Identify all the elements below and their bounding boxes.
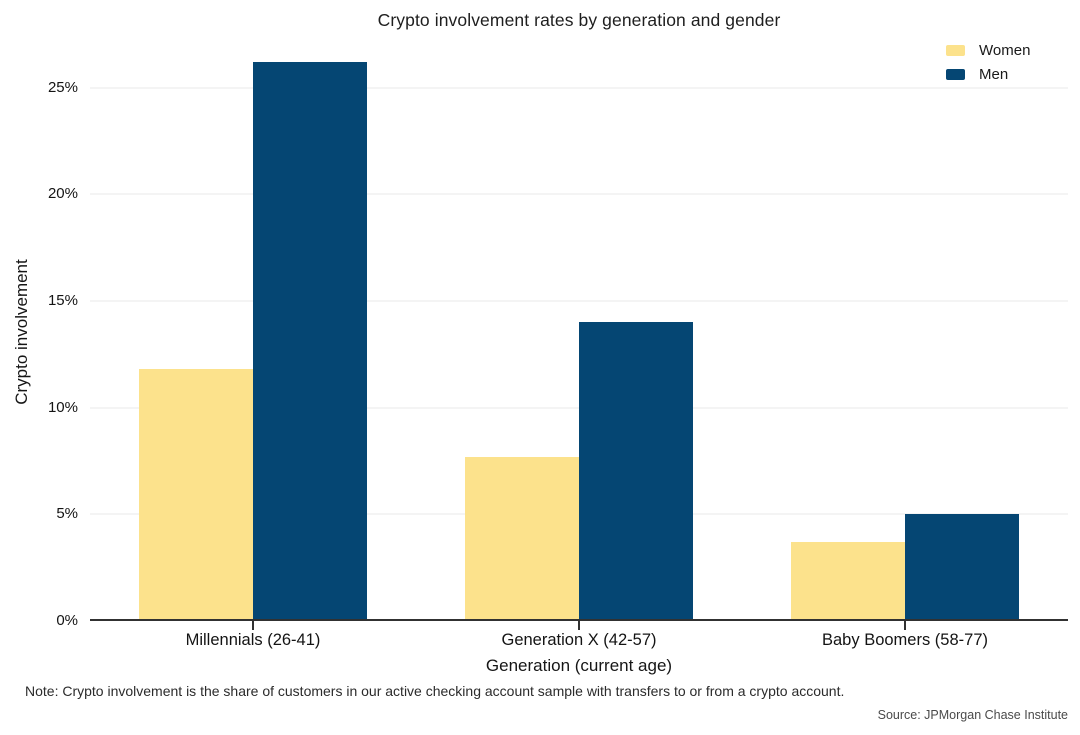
y-tick-label-20%: 20% <box>47 185 78 203</box>
chart-title: Crypto involvement rates by generation a… <box>377 10 781 30</box>
x-category-label-2: Generation X (42-57) <box>501 631 657 649</box>
x-tick-1 <box>252 621 254 630</box>
footnote: Note: Crypto involvement is the share of… <box>25 683 845 699</box>
y-tick-label-10%: 10% <box>47 398 78 416</box>
legend-swatch-men <box>946 69 965 80</box>
plot-area <box>90 60 1068 630</box>
y-tick-label-0%: 0% <box>56 612 78 629</box>
legend-swatch-women <box>946 45 965 56</box>
x-axis-title: Generation (current age) <box>485 656 673 675</box>
source-credit: Source: JPMorgan Chase Institute <box>877 708 1068 722</box>
bar-women-1 <box>139 369 253 621</box>
x-category-label-3: Baby Boomers (58-77) <box>822 631 988 649</box>
x-tick-3 <box>904 621 906 630</box>
bar-women-3 <box>791 542 905 621</box>
bar-men-2 <box>579 322 693 621</box>
y-tick-label-5%: 5% <box>56 505 78 523</box>
bar-women-2 <box>465 456 579 621</box>
x-axis-line <box>90 619 1068 621</box>
y-tick-label-15%: 15% <box>47 292 78 310</box>
y-axis-title: Crypto involvement <box>12 259 31 405</box>
bar-men-3 <box>905 514 1019 621</box>
legend-label-women: Women <box>979 42 1031 59</box>
legend: Women Men <box>946 42 1030 83</box>
gridline-25 <box>90 86 1068 89</box>
legend-item-men: Men <box>946 66 1030 83</box>
gridline-15 <box>90 300 1068 303</box>
x-category-label-1: Millennials (26-41) <box>185 631 321 649</box>
gridline-20 <box>90 193 1068 196</box>
legend-label-men: Men <box>979 66 1009 83</box>
y-tick-label-25%: 25% <box>47 78 78 96</box>
bar-men-1 <box>253 62 367 621</box>
x-tick-2 <box>578 621 580 630</box>
legend-item-women: Women <box>946 42 1030 59</box>
